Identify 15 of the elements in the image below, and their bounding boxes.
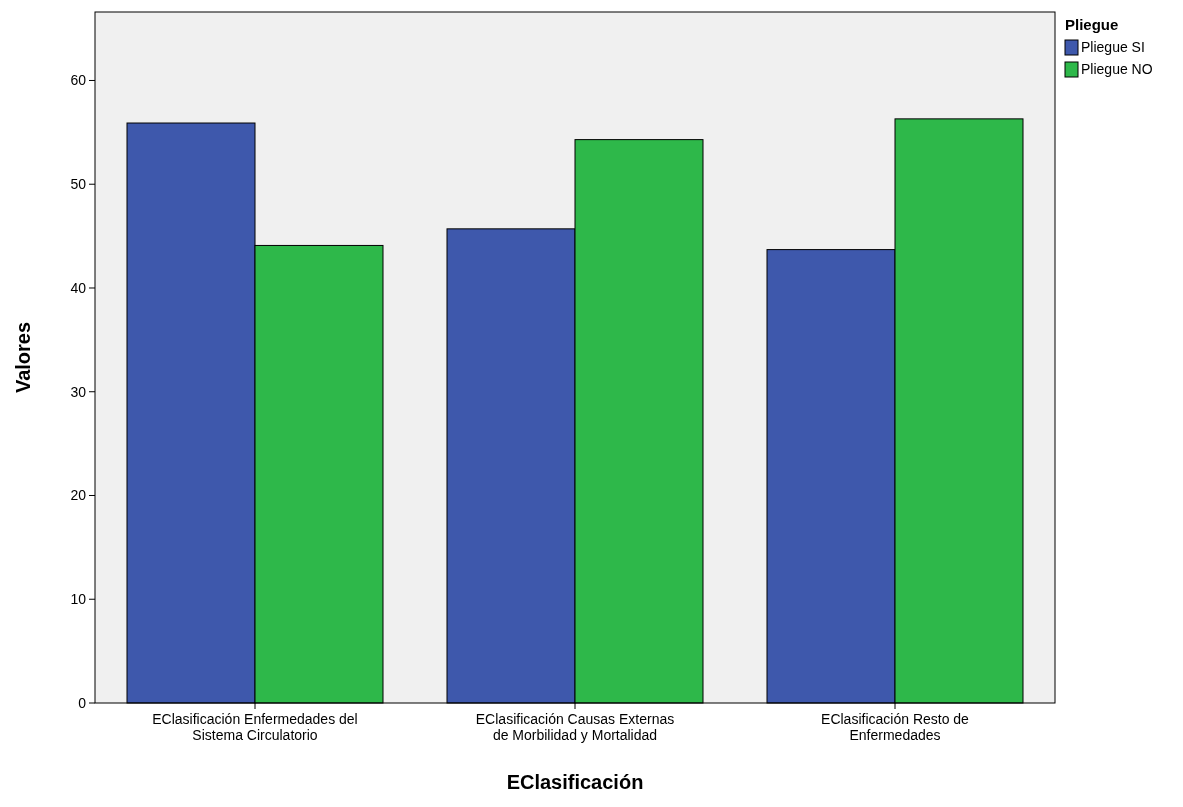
x-axis-title: EClasificación — [506, 771, 644, 793]
y-tick-label: 0 — [78, 694, 87, 711]
y-tick-label: 30 — [70, 383, 87, 400]
y-tick-label: 50 — [70, 176, 87, 193]
x-tick-label: EClasificación Causas Externas de Morbilidad y Mortalidad — [475, 711, 675, 743]
y-tick-label: 40 — [70, 279, 87, 296]
legend-label: Pliegue SI — [1081, 39, 1145, 55]
x-tick-label: EClasificación Enfermedades del Sistema Circulatorio — [152, 711, 358, 743]
legend-title: Pliegue — [1065, 16, 1119, 33]
y-tick-label: 20 — [70, 487, 87, 504]
legend-label: Pliegue NO — [1081, 61, 1153, 77]
y-axis-title: Valores — [12, 321, 34, 394]
x-tick-label: EClasificación Resto de Enfermedades — [821, 711, 970, 743]
y-tick-label: 10 — [70, 591, 87, 608]
y-tick-label: 60 — [70, 72, 87, 89]
